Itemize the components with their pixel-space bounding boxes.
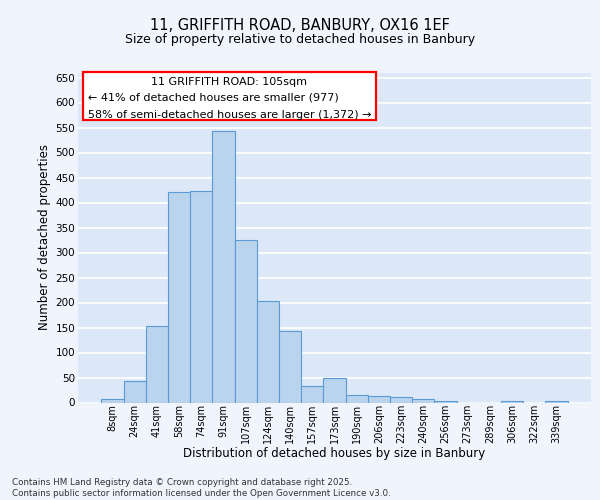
Bar: [124, 380, 146, 402]
Bar: [323, 378, 346, 402]
Text: 58% of semi-detached houses are larger (1,372) →: 58% of semi-detached houses are larger (…: [88, 110, 372, 120]
Y-axis label: Number of detached properties: Number of detached properties: [38, 144, 52, 330]
Bar: [412, 398, 434, 402]
Bar: [279, 331, 301, 402]
FancyBboxPatch shape: [83, 72, 376, 120]
Bar: [235, 240, 257, 402]
Bar: [190, 190, 212, 402]
Bar: [545, 400, 568, 402]
Bar: [101, 399, 124, 402]
Bar: [434, 400, 457, 402]
Bar: [168, 192, 190, 402]
Bar: [346, 395, 368, 402]
Text: Contains HM Land Registry data © Crown copyright and database right 2025.
Contai: Contains HM Land Registry data © Crown c…: [12, 478, 391, 498]
Bar: [257, 300, 279, 402]
Bar: [212, 131, 235, 402]
Text: 11, GRIFFITH ROAD, BANBURY, OX16 1EF: 11, GRIFFITH ROAD, BANBURY, OX16 1EF: [150, 18, 450, 32]
X-axis label: Distribution of detached houses by size in Banbury: Distribution of detached houses by size …: [184, 448, 485, 460]
Bar: [146, 326, 168, 402]
Bar: [301, 386, 323, 402]
Bar: [501, 400, 523, 402]
Bar: [368, 396, 390, 402]
Text: Size of property relative to detached houses in Banbury: Size of property relative to detached ho…: [125, 32, 475, 46]
Bar: [390, 396, 412, 402]
Text: 11 GRIFFITH ROAD: 105sqm: 11 GRIFFITH ROAD: 105sqm: [151, 78, 307, 88]
Text: ← 41% of detached houses are smaller (977): ← 41% of detached houses are smaller (97…: [88, 92, 339, 102]
